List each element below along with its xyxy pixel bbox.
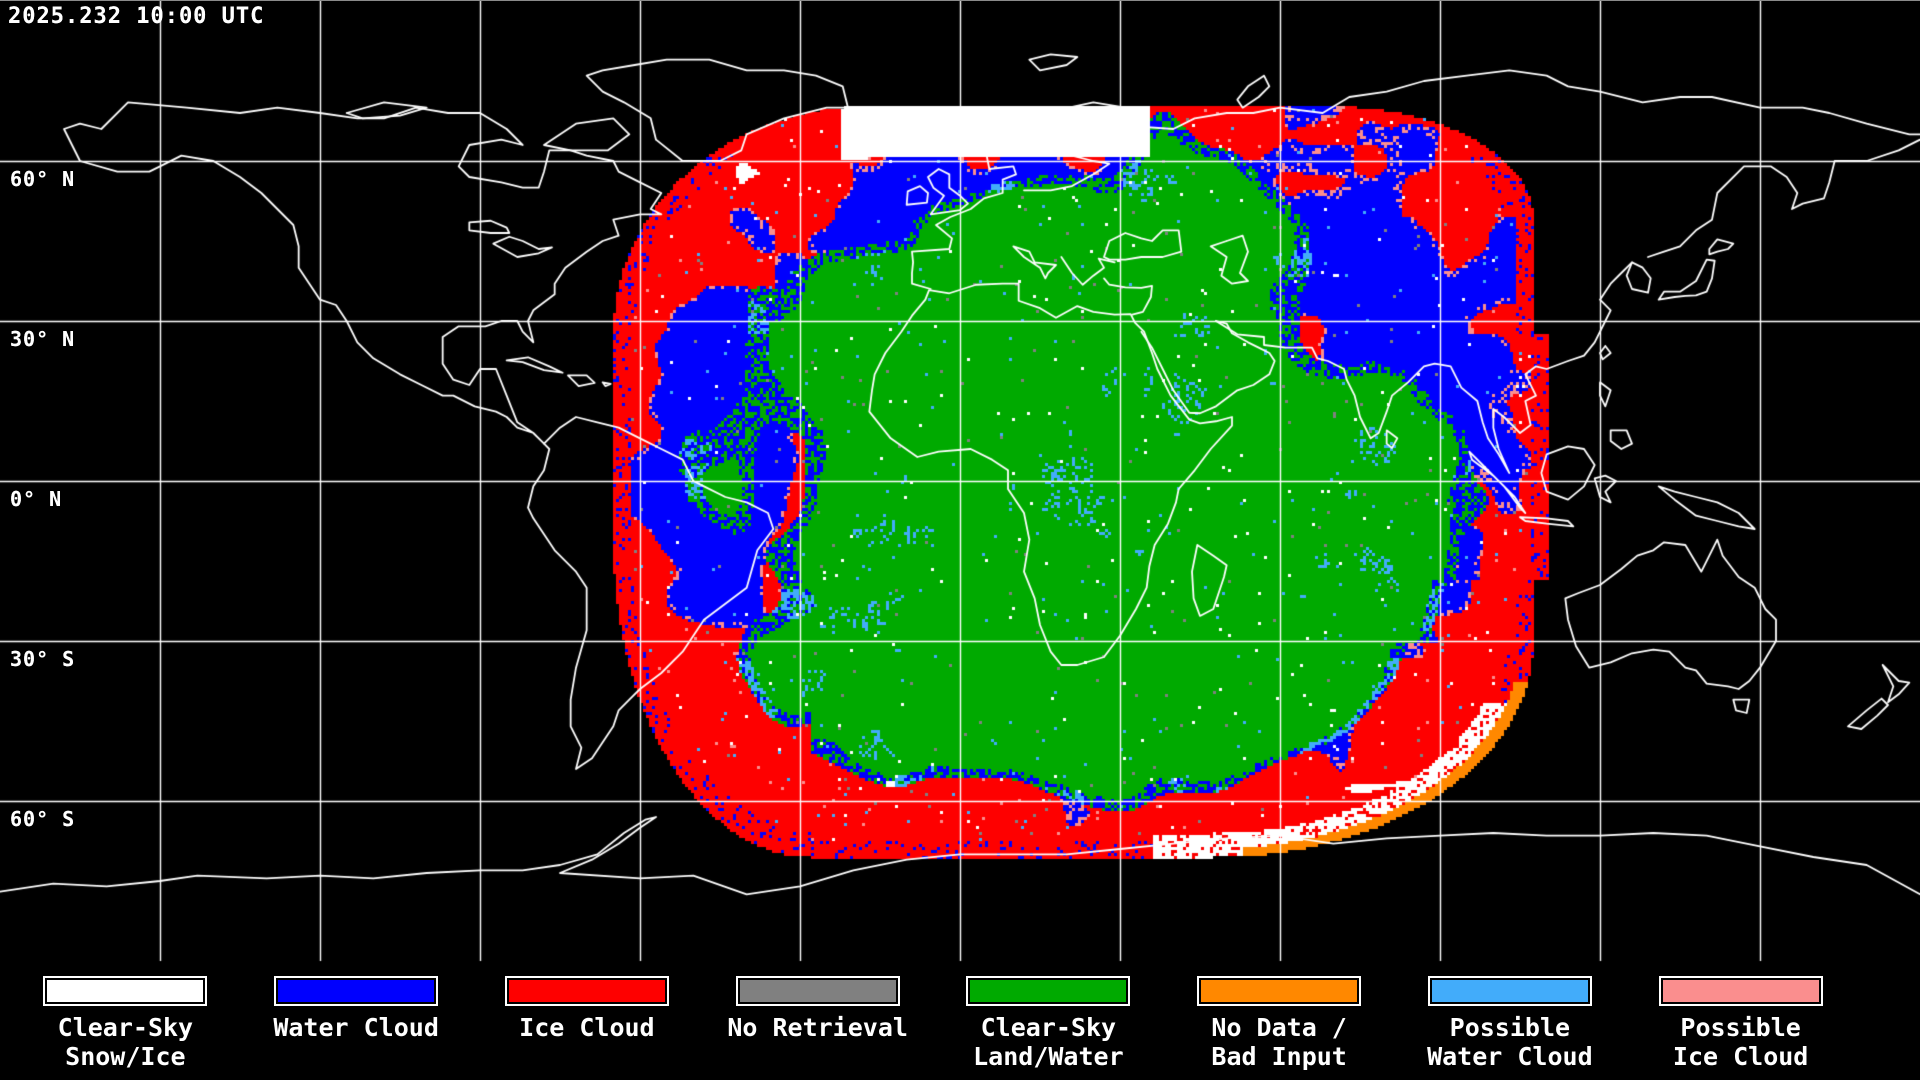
latitude-label-30s: 30° S bbox=[10, 647, 76, 671]
legend-swatch-color bbox=[47, 980, 204, 1002]
legend-item-water: Water Cloud bbox=[241, 976, 472, 1042]
legend-item-p_ice: Possible Ice Cloud bbox=[1625, 976, 1856, 1071]
legend-label-clear: Clear-Sky Land/Water bbox=[973, 1013, 1124, 1071]
legend-item-no_data: No Data / Bad Input bbox=[1164, 976, 1395, 1071]
legend-swatch-color bbox=[1201, 980, 1358, 1002]
legend-label-water: Water Cloud bbox=[273, 1013, 439, 1042]
legend-item-ice: Ice Cloud bbox=[472, 976, 703, 1042]
legend-label-snow: Clear-Sky Snow/Ice bbox=[57, 1013, 194, 1071]
legend-label-ice: Ice Cloud bbox=[519, 1013, 655, 1042]
legend-item-no_retr: No Retrieval bbox=[702, 976, 933, 1042]
legend-swatch-color bbox=[1662, 980, 1819, 1002]
legend-swatch-snow bbox=[43, 976, 208, 1006]
legend-swatch-p_water bbox=[1427, 976, 1592, 1006]
latitude-label-60n: 60° N bbox=[10, 167, 76, 191]
legend-swatch-water bbox=[274, 976, 439, 1006]
legend-swatch-no_retr bbox=[735, 976, 900, 1006]
legend-swatch-color bbox=[739, 980, 896, 1002]
latitude-label-60s: 60° S bbox=[10, 807, 76, 831]
legend-swatch-color bbox=[508, 980, 665, 1002]
legend-swatch-color bbox=[1431, 980, 1588, 1002]
legend-swatch-no_data bbox=[1197, 976, 1362, 1006]
legend-label-no_retr: No Retrieval bbox=[727, 1013, 908, 1042]
legend-label-p_ice: Possible Ice Cloud bbox=[1672, 1013, 1809, 1071]
legend-label-no_data: No Data / Bad Input bbox=[1211, 1013, 1347, 1071]
legend-swatch-color bbox=[970, 980, 1127, 1002]
timestamp-label: 2025.232 10:00 UTC bbox=[8, 4, 265, 29]
latitude-label-30n: 30° N bbox=[10, 327, 76, 351]
legend-item-clear: Clear-Sky Land/Water bbox=[933, 976, 1164, 1071]
map-region: 2025.232 10:00 UTC 60° N 30° N 0° N 30° S 60… bbox=[0, 0, 1920, 963]
legend-label-p_water: Possible Water Cloud bbox=[1427, 1013, 1593, 1071]
legend-swatch-p_ice bbox=[1658, 976, 1823, 1006]
legend-item-snow: Clear-Sky Snow/Ice bbox=[10, 976, 241, 1071]
legend-swatch-clear bbox=[966, 976, 1131, 1006]
legend-swatch-ice bbox=[504, 976, 669, 1006]
legend-item-p_water: Possible Water Cloud bbox=[1395, 976, 1626, 1071]
satellite-classification-map-canvas bbox=[0, 1, 1920, 963]
legend: Clear-Sky Snow/Ice Water Cloud Ice Cloud No… bbox=[0, 962, 1920, 1080]
legend-swatch-color bbox=[278, 980, 435, 1002]
latitude-label-0n: 0° N bbox=[10, 487, 63, 511]
